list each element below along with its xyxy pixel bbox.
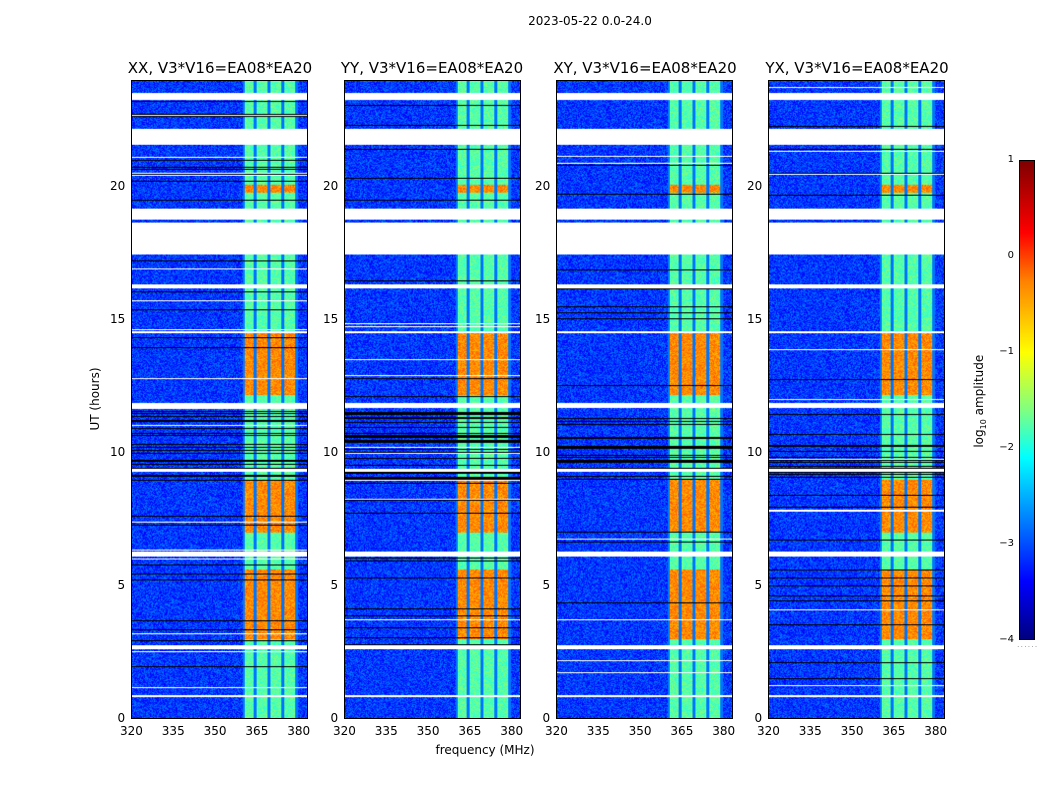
y-tick-label: 15 xyxy=(323,311,339,326)
x-tick-label: 380 xyxy=(287,724,311,738)
x-tick-label: 320 xyxy=(120,724,143,738)
x-tick-label: 335 xyxy=(374,724,398,738)
colorbar-label: log10 amplitude xyxy=(971,354,989,448)
x-tick-label: 335 xyxy=(798,724,822,738)
x-tick-label: 335 xyxy=(161,724,185,738)
y-tick-label: 5 xyxy=(542,577,551,592)
panel-title-xy: XY, V3*V16=EA08*EA20 xyxy=(553,59,737,77)
x-tick-label: 320 xyxy=(545,724,568,738)
x-tick-label: 380 xyxy=(500,724,524,738)
waterfall-panel-xx xyxy=(131,80,308,719)
y-tick-label: 20 xyxy=(323,178,339,193)
y-tick-label: 10 xyxy=(747,444,763,459)
y-axis-label: UT (hours) xyxy=(88,367,102,431)
x-tick-label: 350 xyxy=(416,724,440,738)
colorbar-tick-label: 0 xyxy=(1007,250,1014,261)
figure-suptitle: 2023-05-22 0.0-24.0 xyxy=(528,14,652,28)
y-tick-label: 0 xyxy=(117,711,126,725)
colorbar-tick-label: −4 xyxy=(999,634,1014,645)
panel-title-yx: YX, V3*V16=EA08*EA20 xyxy=(765,59,949,77)
waterfall-image-yx xyxy=(769,81,944,718)
x-tick-label: 350 xyxy=(840,724,864,738)
y-tick-label: 15 xyxy=(535,311,551,326)
panel-title-yy: YY, V3*V16=EA08*EA20 xyxy=(340,59,524,77)
y-tick-label: 5 xyxy=(330,577,339,592)
panel-title-xx: XX, V3*V16=EA08*EA20 xyxy=(127,59,313,77)
x-tick-label: 380 xyxy=(712,724,736,738)
y-tick-label: 15 xyxy=(110,311,126,326)
waterfall-panel-yx xyxy=(768,80,945,719)
colorbar-tick-label: −2 xyxy=(999,442,1014,453)
x-tick-label: 365 xyxy=(670,724,694,738)
x-tick-label: 365 xyxy=(458,724,482,738)
y-tick-label: 20 xyxy=(747,178,763,193)
x-tick-label: 335 xyxy=(586,724,610,738)
colorbar-tick-label: −1 xyxy=(999,346,1014,357)
y-tick-label: 15 xyxy=(747,311,763,326)
y-tick-label: 0 xyxy=(754,711,763,725)
waterfall-image-yy xyxy=(345,81,520,718)
waterfall-panel-yy xyxy=(344,80,521,719)
y-tick-label: 20 xyxy=(110,178,126,193)
waterfall-image-xx xyxy=(132,81,307,718)
waterfall-image-xy xyxy=(557,81,732,718)
x-tick-label: 365 xyxy=(882,724,906,738)
y-tick-label: 10 xyxy=(110,444,126,459)
x-tick-label: 320 xyxy=(757,724,780,738)
y-tick-label: 20 xyxy=(535,178,551,193)
y-tick-label: 10 xyxy=(535,444,551,459)
waterfall-panel-xy xyxy=(556,80,733,719)
y-tick-label: 0 xyxy=(542,711,551,725)
x-tick-label: 365 xyxy=(245,724,269,738)
x-tick-label: 320 xyxy=(333,724,356,738)
y-tick-label: 0 xyxy=(330,711,339,725)
y-tick-label: 5 xyxy=(117,577,126,592)
x-axis-label: frequency (MHz) xyxy=(435,743,535,757)
y-tick-label: 10 xyxy=(323,444,339,459)
y-tick-label: 5 xyxy=(754,577,763,592)
colorbar-extend-marker: ...... xyxy=(1017,640,1039,649)
colorbar xyxy=(1019,160,1035,640)
x-tick-label: 380 xyxy=(924,724,948,738)
x-tick-label: 350 xyxy=(628,724,652,738)
colorbar-tick-label: −3 xyxy=(999,538,1014,549)
colorbar-tick-label: 1 xyxy=(1007,154,1014,165)
x-tick-label: 350 xyxy=(203,724,227,738)
